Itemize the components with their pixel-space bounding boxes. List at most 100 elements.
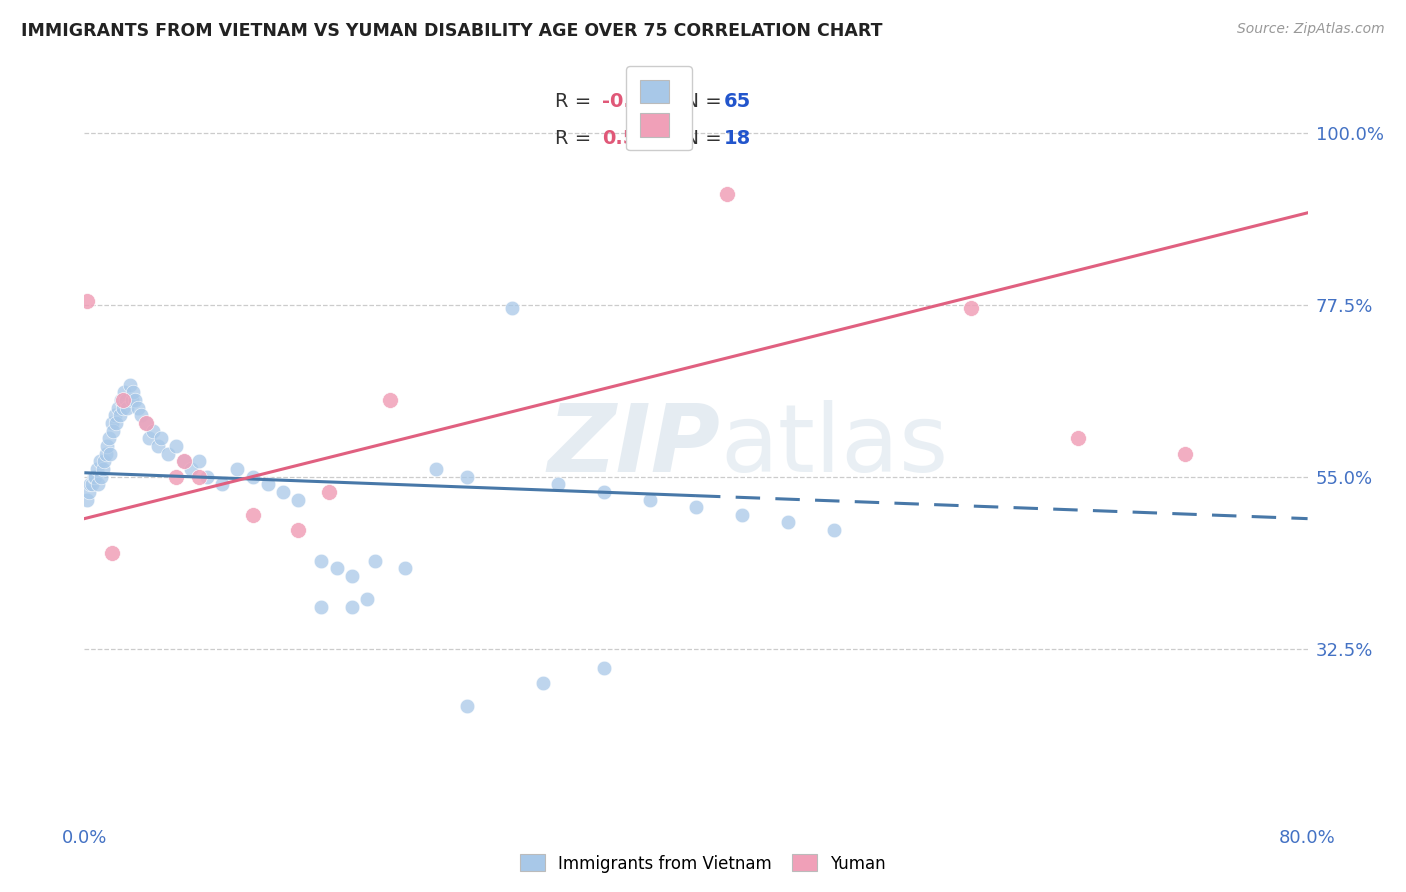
Point [122,385,145,400]
Point [114,393,136,408]
Point [960,301,983,316]
Point [731,508,754,522]
Point [425,462,447,476]
Point [165,439,187,453]
Point [165,469,187,483]
Point [87,477,110,491]
Point [226,462,249,476]
Text: -0.061: -0.061 [602,92,671,111]
Legend: , : , [626,66,692,151]
Point [593,484,616,499]
Point [211,477,233,491]
Point [173,454,195,468]
Point [638,492,661,507]
Point [271,484,294,499]
Point [127,401,149,415]
Point [121,393,143,408]
Point [103,424,125,438]
Point [380,393,402,408]
Point [98,447,121,461]
Point [257,477,280,491]
Point [287,523,309,537]
Point [340,569,363,583]
Point [110,393,132,408]
Point [242,508,264,522]
Point [108,409,131,423]
Point [101,416,124,430]
Point [76,492,98,507]
Point [776,516,799,530]
Point [356,591,378,606]
Text: Source: ZipAtlas.com: Source: ZipAtlas.com [1237,22,1385,37]
Point [318,484,340,499]
Point [173,454,195,468]
Text: R =: R = [555,92,598,111]
Point [79,477,101,491]
Point [83,469,105,483]
Text: 65: 65 [724,92,751,111]
Point [340,599,363,614]
Point [180,462,202,476]
Text: N =: N = [672,92,727,111]
Point [97,431,120,445]
Point [242,469,264,483]
Point [129,409,152,423]
Point [547,477,569,491]
Point [1174,447,1197,461]
Text: ZIP: ZIP [547,400,720,492]
Point [311,554,333,568]
Point [111,401,134,415]
Point [76,293,98,308]
Point [146,439,169,453]
Point [93,454,115,468]
Point [716,186,738,201]
Point [1067,431,1090,445]
Text: IMMIGRANTS FROM VIETNAM VS YUMAN DISABILITY AGE OVER 75 CORRELATION CHART: IMMIGRANTS FROM VIETNAM VS YUMAN DISABIL… [21,22,883,40]
Point [325,561,347,575]
Point [138,431,160,445]
Point [195,469,218,483]
Point [105,416,128,430]
Point [96,439,118,453]
Point [287,492,309,507]
Point [112,385,135,400]
Point [188,469,211,483]
Point [456,698,478,713]
Point [120,377,142,392]
Point [502,301,524,316]
Point [157,447,180,461]
Text: R =: R = [555,129,605,148]
Point [135,416,157,430]
Text: atlas: atlas [720,400,949,492]
Point [90,469,112,483]
Point [86,462,108,476]
Text: N =: N = [672,129,727,148]
Legend: Immigrants from Vietnam, Yuman: Immigrants from Vietnam, Yuman [513,847,893,880]
Point [77,484,100,499]
Point [823,523,845,537]
Point [94,447,117,461]
Point [188,454,211,468]
Point [80,477,103,491]
Point [101,546,124,560]
Point [142,424,165,438]
Point [394,561,416,575]
Point [91,462,114,476]
Point [107,401,129,415]
Point [124,393,146,408]
Text: 0.584: 0.584 [602,129,664,148]
Point [456,469,478,483]
Point [115,401,138,415]
Text: 18: 18 [724,129,751,148]
Point [593,661,616,675]
Point [104,409,127,423]
Point [84,469,107,483]
Point [89,454,111,468]
Point [685,500,707,515]
Point [149,431,172,445]
Point [531,676,554,690]
Point [111,393,134,408]
Point [135,416,157,430]
Point [364,554,387,568]
Point [311,599,333,614]
